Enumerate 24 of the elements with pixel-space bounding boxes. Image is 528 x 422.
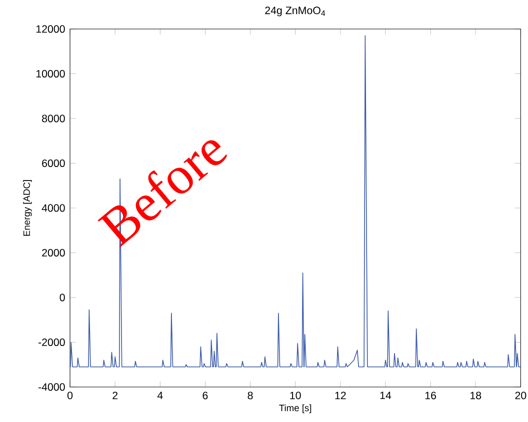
x-tick-label: 6	[202, 392, 208, 400]
x-tick-label: 20	[515, 392, 526, 400]
x-tick-label: 10	[290, 392, 301, 400]
x-tick-label: 12	[335, 392, 346, 400]
y-tick-label: 8000	[42, 114, 65, 122]
y-tick-label: 4000	[42, 204, 65, 212]
y-tick-label: 0	[60, 294, 65, 302]
x-tick-label: 16	[425, 392, 436, 400]
x-tick-label: 8	[248, 392, 253, 400]
x-axis-title: Time [s]	[279, 404, 312, 414]
x-tick-label: 18	[470, 392, 482, 400]
y-tick-label: -4000	[38, 383, 65, 391]
y-tick-label: 2000	[42, 248, 65, 257]
y-tick-label: 12000	[36, 25, 65, 33]
y-tick-label: 6000	[42, 159, 65, 168]
line-series	[70, 35, 521, 368]
x-tick-label: 0	[67, 392, 73, 400]
y-tick-label: 10000	[36, 70, 65, 78]
x-tick-label: 14	[380, 392, 392, 400]
x-tick-label: 4	[157, 392, 163, 400]
chart-title: 24g ZnMoO$_{4}$	[265, 6, 326, 16]
y-axis-title: Energy [ADC]	[23, 180, 32, 236]
x-tick-label: 2	[112, 392, 118, 400]
y-tick-label: -2000	[38, 338, 65, 346]
